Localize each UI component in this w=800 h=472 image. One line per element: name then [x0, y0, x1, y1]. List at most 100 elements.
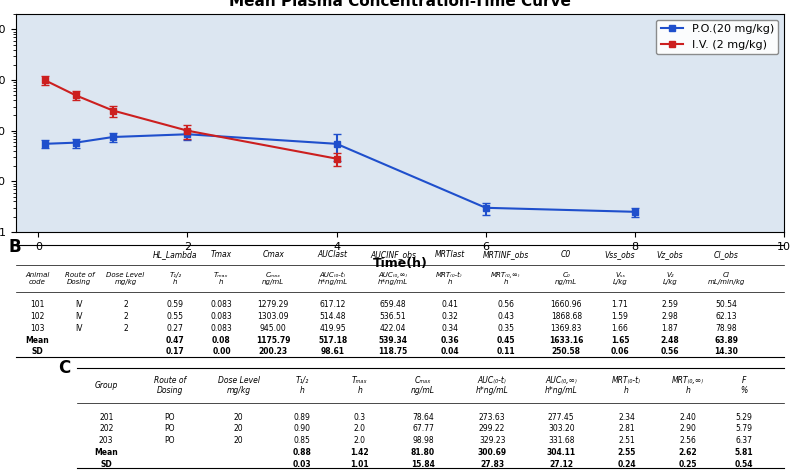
Text: IV: IV: [76, 324, 83, 333]
Text: 331.68: 331.68: [548, 436, 574, 445]
Text: 63.89: 63.89: [714, 336, 738, 345]
Text: 0.08: 0.08: [212, 336, 231, 345]
Text: Vz_obs: Vz_obs: [657, 250, 683, 259]
Text: V₂
L/kg: V₂ L/kg: [662, 272, 678, 285]
Legend: P.O.(20 mg/kg), I.V. (2 mg/kg): P.O.(20 mg/kg), I.V. (2 mg/kg): [656, 20, 778, 54]
Text: Route of
Dosing: Route of Dosing: [154, 376, 186, 395]
Text: 514.48: 514.48: [319, 312, 346, 321]
Text: 0.3: 0.3: [354, 413, 366, 421]
Text: Cl_obs: Cl_obs: [714, 250, 738, 259]
Text: 203: 203: [99, 436, 114, 445]
Text: 2.48: 2.48: [661, 336, 679, 345]
Text: Mean: Mean: [94, 448, 118, 457]
Text: 617.12: 617.12: [320, 300, 346, 309]
Text: 273.63: 273.63: [479, 413, 506, 421]
Text: AUC₍₀,∞₎
h*ng/mL: AUC₍₀,∞₎ h*ng/mL: [545, 376, 578, 395]
Text: 2: 2: [123, 300, 128, 309]
Text: 0.45: 0.45: [497, 336, 515, 345]
Text: AUC₍₀-t₎
h*ng/mL: AUC₍₀-t₎ h*ng/mL: [318, 272, 348, 285]
Text: PO: PO: [164, 436, 175, 445]
Text: C₀
ng/mL: C₀ ng/mL: [555, 272, 578, 285]
Text: PO: PO: [164, 413, 175, 421]
Text: 1.66: 1.66: [611, 324, 629, 333]
Text: 0.00: 0.00: [212, 346, 230, 355]
Text: 62.13: 62.13: [715, 312, 737, 321]
Text: 20: 20: [234, 424, 243, 433]
Text: 945.00: 945.00: [260, 324, 286, 333]
Text: 0.17: 0.17: [166, 346, 185, 355]
Text: 81.80: 81.80: [411, 448, 435, 457]
Text: B: B: [8, 238, 21, 256]
Text: 200.23: 200.23: [258, 346, 288, 355]
Text: 419.95: 419.95: [319, 324, 346, 333]
Text: 15.84: 15.84: [411, 460, 435, 469]
Text: MRTlast: MRTlast: [434, 250, 465, 259]
Text: MRT₍₀,∞₎
h: MRT₍₀,∞₎ h: [672, 376, 704, 395]
Text: 78.98: 78.98: [715, 324, 737, 333]
Text: 250.58: 250.58: [552, 346, 581, 355]
Text: 0.24: 0.24: [618, 460, 636, 469]
Text: 0.083: 0.083: [210, 300, 232, 309]
Text: 1369.83: 1369.83: [550, 324, 582, 333]
Text: 27.83: 27.83: [480, 460, 504, 469]
Text: 536.51: 536.51: [380, 312, 406, 321]
Text: 2.55: 2.55: [618, 448, 636, 457]
Text: AUC₍₀-t₎
h*ng/mL: AUC₍₀-t₎ h*ng/mL: [476, 376, 509, 395]
Text: 0.32: 0.32: [441, 312, 458, 321]
Title: Mean Plasma Concentration-Time Curve: Mean Plasma Concentration-Time Curve: [229, 0, 571, 9]
Text: Vss_obs: Vss_obs: [605, 250, 635, 259]
Text: 0.34: 0.34: [441, 324, 458, 333]
Text: 14.30: 14.30: [714, 346, 738, 355]
Text: MRT₍₀-t₎
h: MRT₍₀-t₎ h: [436, 272, 463, 285]
Text: F
%: F %: [740, 376, 747, 395]
Text: 20: 20: [234, 436, 243, 445]
Text: 98.61: 98.61: [321, 346, 345, 355]
Text: 1303.09: 1303.09: [258, 312, 289, 321]
Text: 0.88: 0.88: [293, 448, 311, 457]
Text: 0.083: 0.083: [210, 312, 232, 321]
Text: 1.87: 1.87: [662, 324, 678, 333]
Text: 5.29: 5.29: [735, 413, 752, 421]
Text: 118.75: 118.75: [378, 346, 408, 355]
Text: AUCINF_obs: AUCINF_obs: [370, 250, 416, 259]
Text: 6.37: 6.37: [735, 436, 752, 445]
Text: 2.0: 2.0: [354, 436, 366, 445]
Text: 1175.79: 1175.79: [256, 336, 290, 345]
Text: SD: SD: [100, 460, 112, 469]
Text: 0.11: 0.11: [497, 346, 515, 355]
Text: 0.35: 0.35: [498, 324, 514, 333]
Text: 2.81: 2.81: [618, 424, 635, 433]
Text: AUClast: AUClast: [318, 250, 348, 259]
Text: 0.27: 0.27: [167, 324, 184, 333]
Text: 659.48: 659.48: [380, 300, 406, 309]
Text: SD: SD: [31, 346, 43, 355]
Text: 27.12: 27.12: [550, 460, 574, 469]
Text: Group: Group: [94, 381, 118, 390]
Text: 0.85: 0.85: [294, 436, 310, 445]
Text: 0.43: 0.43: [498, 312, 514, 321]
Text: 329.23: 329.23: [479, 436, 506, 445]
Text: 0.47: 0.47: [166, 336, 185, 345]
Text: 1279.29: 1279.29: [258, 300, 289, 309]
X-axis label: Time(h): Time(h): [373, 257, 427, 270]
Text: PO: PO: [164, 424, 175, 433]
Text: 517.18: 517.18: [318, 336, 347, 345]
Text: Animal
code: Animal code: [25, 272, 50, 285]
Text: IV: IV: [76, 312, 83, 321]
Text: 422.04: 422.04: [380, 324, 406, 333]
Text: Mean: Mean: [26, 336, 49, 345]
Text: Tₘₐₓ
h: Tₘₐₓ h: [214, 272, 229, 285]
Text: HL_Lambda: HL_Lambda: [153, 250, 198, 259]
Text: 50.54: 50.54: [715, 300, 737, 309]
Text: 103: 103: [30, 324, 44, 333]
Text: 1.71: 1.71: [612, 300, 629, 309]
Text: 1633.16: 1633.16: [549, 336, 583, 345]
Text: 304.11: 304.11: [546, 448, 576, 457]
Text: 0.083: 0.083: [210, 324, 232, 333]
Text: 277.45: 277.45: [548, 413, 574, 421]
Text: MRT₍₀,∞₎
h: MRT₍₀,∞₎ h: [491, 272, 521, 285]
Text: AUC₍₀,∞₎
h*ng/mL: AUC₍₀,∞₎ h*ng/mL: [378, 272, 408, 285]
Text: 1868.68: 1868.68: [550, 312, 582, 321]
Text: 5.81: 5.81: [734, 448, 753, 457]
Text: Vₛₛ
L/kg: Vₛₛ L/kg: [613, 272, 627, 285]
